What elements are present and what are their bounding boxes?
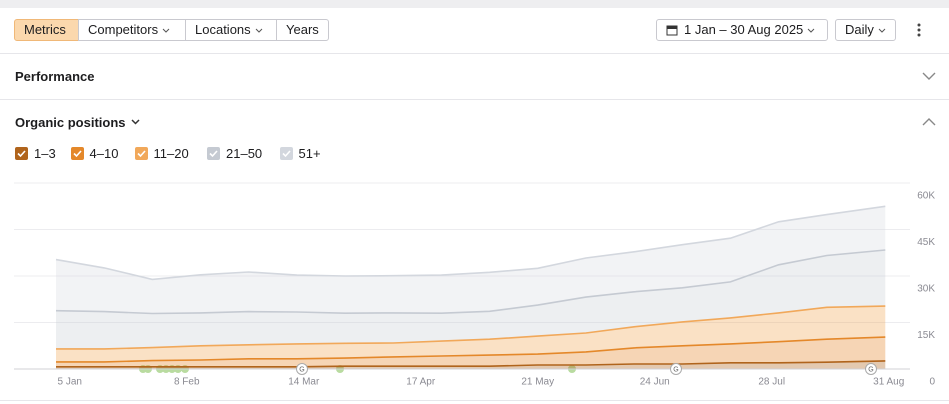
update-marker: [670, 363, 682, 375]
update-marker: [296, 363, 308, 375]
chevron: [878, 28, 886, 33]
y-tick-label: 45K: [917, 237, 935, 248]
y-tick-label: 30K: [917, 284, 935, 295]
calendar-icon: [666, 25, 678, 36]
x-tick-label: 28 Jul: [758, 377, 785, 388]
legend-label: 51+: [298, 146, 321, 161]
area: [56, 306, 886, 362]
legend-checkbox: [70, 147, 84, 160]
tab[interactable]: Locations: [185, 19, 277, 41]
x-tick-label: 21 May: [521, 377, 554, 388]
tab-label: Competitors: [88, 22, 159, 37]
legend-label: 1–3: [34, 146, 56, 161]
legend-checkbox: [207, 147, 220, 160]
legend-checkbox: [279, 147, 293, 160]
x-tick-label: 8 Feb: [174, 377, 200, 388]
chevron: [807, 28, 815, 33]
more-menu[interactable]: [914, 23, 924, 39]
y-tick-label: 15K: [917, 330, 935, 341]
section-title[interactable]: Organic positions: [15, 115, 140, 130]
divider: [0, 53, 949, 54]
date-picker[interactable]: 1 Jan – 30 Aug 2025: [656, 19, 828, 41]
x-tick-label: 14 Mar: [288, 377, 320, 388]
expand-chevron[interactable]: [922, 72, 936, 81]
area: [56, 250, 886, 349]
legend-checkbox: [134, 147, 148, 160]
legend-item[interactable]: 11–20: [134, 146, 189, 162]
tab-label: Locations: [195, 22, 251, 37]
update-marker: [865, 363, 877, 375]
update-marker-label: G: [299, 366, 304, 373]
legend-label: 4–10: [89, 146, 119, 161]
area: [56, 206, 886, 314]
area-line: [56, 336, 886, 363]
update-marker-label: G: [868, 366, 873, 373]
legend-item[interactable]: 51+: [279, 146, 321, 162]
legend-label: 21–50: [226, 146, 263, 161]
y-tick-label: 60K: [917, 191, 935, 202]
x-tick-label: 17 Apr: [406, 377, 436, 388]
collapse-chevron[interactable]: [922, 117, 936, 126]
legend-item[interactable]: 1–3: [15, 146, 56, 162]
date-range: 1 Jan – 30 Aug 2025: [684, 22, 804, 37]
legend-item[interactable]: 21–50: [207, 146, 262, 162]
x-tick-label: 5 Jan: [58, 377, 82, 388]
granularity[interactable]: Daily: [835, 19, 896, 41]
legend-item[interactable]: 4–10: [70, 146, 119, 162]
x-tick-label: 24 Jun: [640, 377, 670, 388]
y-tick-label: 0: [929, 377, 935, 388]
area-line: [55, 249, 886, 315]
update-marker-label: G: [673, 366, 678, 373]
tab[interactable]: Metrics: [14, 19, 79, 41]
x-tick-label: 31 Aug: [873, 377, 904, 388]
area-line: [56, 360, 886, 368]
legend-label: 11–20: [153, 146, 189, 161]
divider: [0, 99, 949, 100]
legend-checkbox: [15, 147, 28, 160]
section-label: Organic positions: [15, 115, 126, 130]
tab[interactable]: Years: [276, 19, 329, 41]
tab[interactable]: Competitors: [78, 19, 186, 41]
area-line: [56, 305, 886, 350]
area-line: [55, 205, 886, 281]
chevron: [162, 28, 170, 33]
divider: [0, 400, 949, 401]
granularity-label: Daily: [845, 22, 874, 37]
section-title: Performance: [15, 69, 95, 84]
chevron: [130, 119, 140, 125]
chevron: [255, 28, 263, 33]
top-strip: [0, 0, 949, 8]
